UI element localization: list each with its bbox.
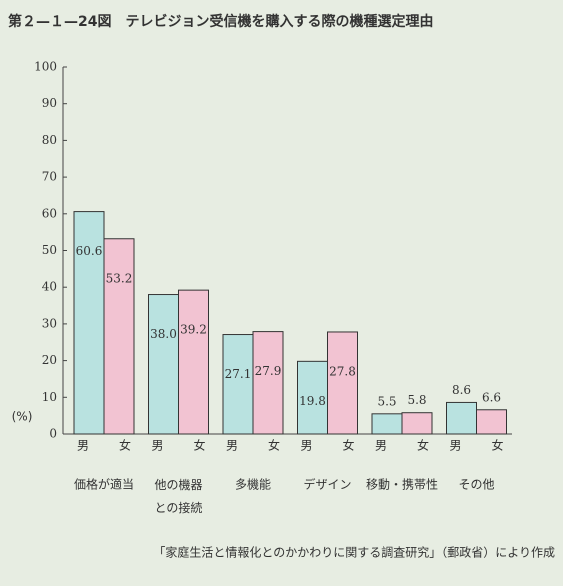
value-label: 5.8 bbox=[407, 393, 426, 407]
x-tick-label: その他 bbox=[458, 478, 494, 492]
bar bbox=[371, 413, 403, 435]
x-tick-label: 価格が適当 bbox=[74, 477, 134, 492]
series-label: 男 bbox=[449, 439, 461, 453]
series-label: 男 bbox=[226, 439, 238, 453]
bar bbox=[103, 238, 135, 435]
y-axis-label: (%) bbox=[12, 410, 33, 424]
value-label: 8.6 bbox=[452, 383, 471, 397]
series-label: 女 bbox=[193, 438, 205, 453]
series-label: 男 bbox=[300, 439, 312, 453]
y-tick-label: 30 bbox=[42, 316, 57, 330]
bar bbox=[446, 401, 477, 435]
series-label: 女 bbox=[417, 438, 429, 453]
bar bbox=[327, 331, 358, 435]
bar bbox=[178, 289, 209, 435]
bar bbox=[148, 294, 179, 435]
y-tick-label: 20 bbox=[42, 353, 57, 367]
series-label: 男 bbox=[151, 439, 163, 453]
series-label: 女 bbox=[268, 438, 280, 453]
y-tick-label: 70 bbox=[42, 170, 57, 184]
bar bbox=[73, 211, 105, 435]
value-label: 39.2 bbox=[180, 323, 207, 337]
value-label: 5.5 bbox=[377, 394, 396, 408]
y-tick-label: 40 bbox=[42, 280, 57, 294]
value-label: 53.2 bbox=[106, 271, 133, 285]
y-tick-label: 100 bbox=[34, 60, 57, 74]
value-label: 38.0 bbox=[150, 327, 177, 341]
value-label: 27.1 bbox=[225, 367, 252, 381]
bar bbox=[252, 331, 284, 435]
series-label: 女 bbox=[491, 438, 503, 453]
x-tick-label: 移動・携帯性 bbox=[366, 477, 438, 492]
x-tick-label: デザイン bbox=[303, 477, 351, 492]
bar bbox=[297, 360, 328, 435]
value-label: 27.9 bbox=[255, 364, 282, 378]
y-tick-label: 50 bbox=[42, 243, 57, 257]
series-label: 女 bbox=[119, 438, 131, 453]
y-tick-label: 90 bbox=[42, 96, 57, 110]
value-label: 6.6 bbox=[482, 390, 501, 404]
series-label: 女 bbox=[342, 438, 354, 453]
y-tick-label: 80 bbox=[42, 133, 57, 147]
value-label: 27.8 bbox=[329, 364, 356, 378]
series-label: 男 bbox=[375, 439, 387, 453]
y-tick-label: 60 bbox=[42, 206, 57, 220]
y-tick-label: 0 bbox=[49, 427, 57, 441]
x-tick-label: 他の機器との接続 bbox=[154, 477, 202, 515]
value-label: 60.6 bbox=[76, 244, 103, 258]
series-label: 男 bbox=[77, 439, 89, 453]
bar bbox=[401, 412, 433, 435]
source-note: 「家庭生活と情報化とのかかわりに関する調査研究」（郵政省）により作成 bbox=[153, 545, 555, 560]
bar bbox=[476, 409, 507, 435]
value-label: 19.8 bbox=[299, 394, 326, 408]
y-tick-label: 10 bbox=[42, 390, 57, 404]
chart-title: 第２—１—24図 テレビジョン受信機を購入する際の機種選定理由 bbox=[8, 13, 433, 30]
bar bbox=[222, 334, 254, 435]
x-tick-label: 多機能 bbox=[235, 477, 271, 492]
